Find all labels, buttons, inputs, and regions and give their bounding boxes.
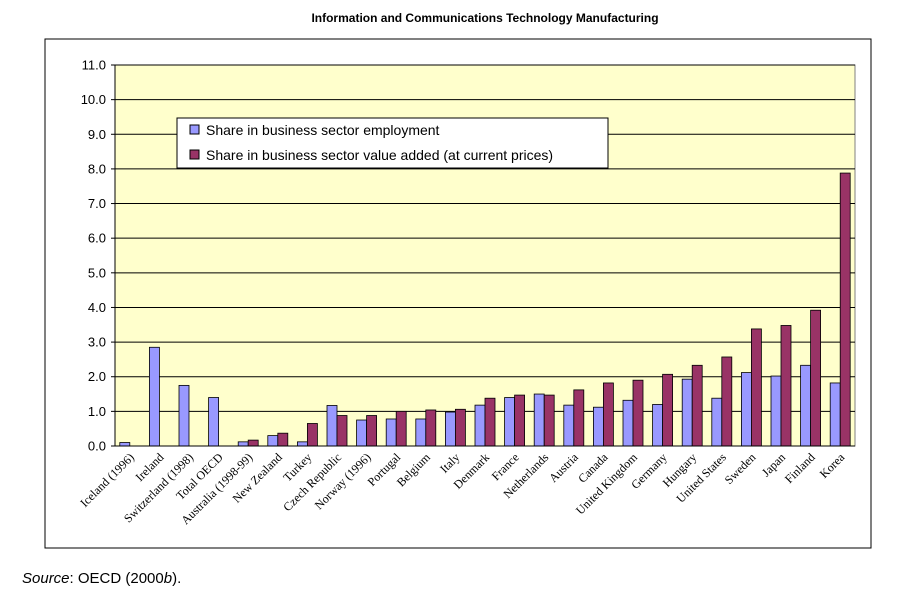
bar-employment — [563, 404, 575, 447]
bar-employment — [800, 364, 811, 447]
bar-value-added — [425, 409, 437, 447]
gridlines — [115, 64, 855, 412]
bar-employment — [681, 378, 693, 447]
bar-value-added — [721, 356, 733, 447]
source-text: : OECD (2000 — [69, 570, 164, 587]
y-axis-ticks: 0.0 1.0 2.0 3.0 4.0 5.0 6.0 7.0 8.0 9.0 10.0 11.0 — [81, 58, 115, 454]
bar-employment — [148, 346, 160, 447]
y-tick-label: 1.0 — [88, 404, 106, 419]
bar-value-added — [247, 439, 259, 447]
bar-employment — [593, 406, 604, 447]
bar-value-added — [839, 172, 851, 447]
bar-value-added — [336, 415, 348, 447]
bar-employment — [533, 393, 545, 447]
bar-employment — [385, 418, 397, 447]
source-italic-suffix: b — [163, 570, 173, 587]
source-note: Source: OECD (2000b). — [22, 570, 181, 587]
bar-employment — [504, 397, 516, 447]
chart-title: Information and Communications Technolog… — [311, 11, 658, 25]
y-tick-label: 11.0 — [82, 58, 106, 73]
legend-swatch-employment — [189, 124, 200, 135]
bar-employment — [119, 442, 131, 447]
bar-value-added — [751, 328, 762, 447]
legend-swatch-value-added — [189, 149, 200, 160]
bar-value-added — [395, 410, 407, 447]
bar-employment — [741, 372, 752, 447]
y-tick-label: 3.0 — [88, 335, 106, 350]
bar-employment — [622, 399, 634, 447]
bar-employment — [770, 375, 782, 447]
y-tick-label: 8.0 — [88, 161, 106, 176]
legend-label-employment: Share in business sector employment — [206, 122, 440, 138]
bar-value-added — [691, 364, 703, 447]
bar-employment — [356, 419, 368, 447]
bar-value-added — [573, 389, 585, 447]
bar-employment — [652, 404, 663, 447]
bar-value-added — [543, 394, 555, 447]
y-tick-label: 5.0 — [88, 265, 106, 280]
y-tick-label: 10.0 — [81, 92, 106, 107]
bar-value-added — [306, 423, 318, 447]
y-tick-label: 0.0 — [88, 439, 106, 454]
source-label: Source — [22, 570, 70, 587]
bar-employment — [267, 435, 279, 447]
legend-label-value-added: Share in business sector value added (at… — [206, 147, 553, 163]
bar-value-added — [366, 415, 378, 447]
bar-employment — [711, 397, 723, 447]
bar-employment — [444, 411, 456, 447]
source-end: ). — [172, 570, 182, 587]
bar-value-added — [484, 397, 496, 447]
bar-value-added — [662, 373, 673, 447]
y-tick-label: 7.0 — [88, 196, 106, 211]
y-tick-label: 4.0 — [88, 300, 106, 315]
bar-employment — [178, 384, 190, 447]
y-tick-label: 2.0 — [88, 369, 106, 384]
bar-value-added — [780, 325, 792, 447]
bar-value-added — [514, 394, 525, 447]
bar-employment — [829, 382, 841, 447]
bar-employment — [237, 441, 249, 447]
bar-value-added — [277, 432, 289, 447]
bar-value-added — [632, 379, 644, 447]
bar-value-added — [810, 309, 821, 447]
y-tick-label: 9.0 — [88, 127, 106, 142]
bar-value-added — [454, 408, 466, 447]
legend: Share in business sector employment Shar… — [176, 117, 609, 169]
bar-employment — [208, 397, 220, 447]
bar-value-added — [603, 382, 614, 447]
y-tick-label: 6.0 — [88, 231, 106, 246]
bar-employment — [326, 405, 338, 447]
bar-employment — [296, 441, 308, 447]
bar-employment — [474, 404, 486, 447]
legend-box — [176, 117, 609, 169]
bar-employment — [415, 418, 427, 447]
